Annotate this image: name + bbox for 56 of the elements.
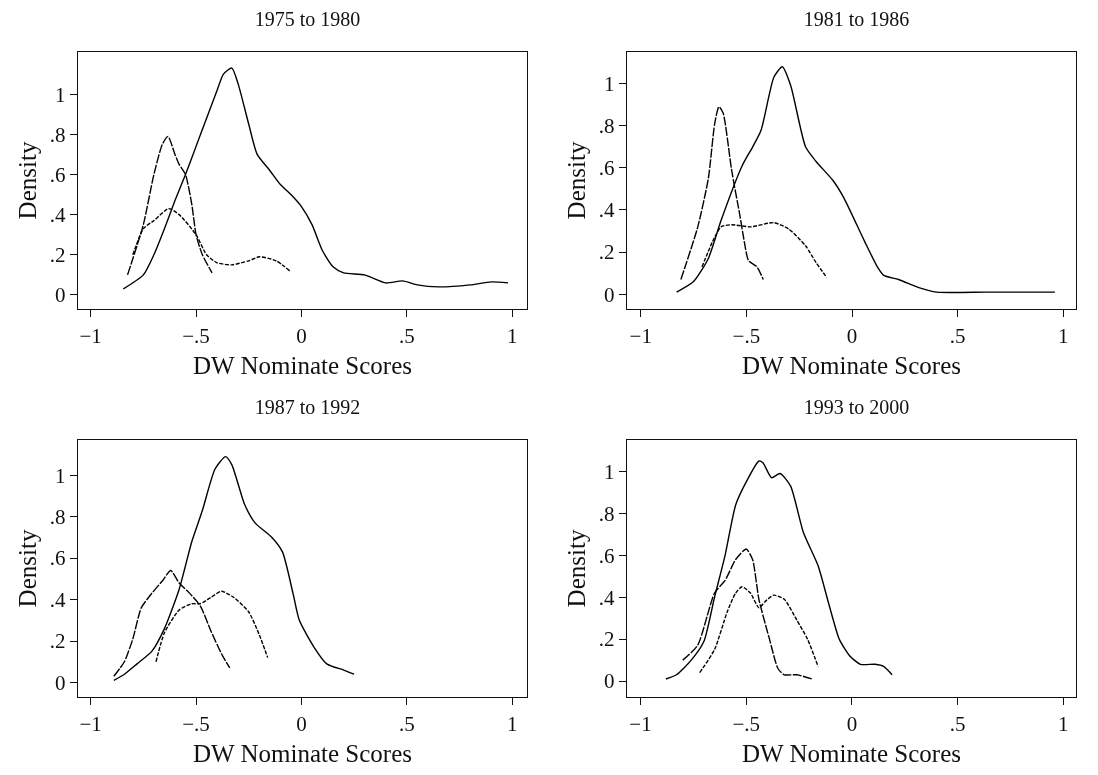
y-tick-label: .4 <box>598 198 615 223</box>
chart-title: 1993 to 2000 <box>803 395 910 418</box>
y-tick-label: .2 <box>598 627 615 652</box>
x-tick-label: 1 <box>1058 323 1069 348</box>
x-axis-title: DW Nominate Scores <box>742 352 961 380</box>
x-tick-label: −1 <box>79 711 102 736</box>
y-axis-title: Density <box>562 141 590 220</box>
x-tick-label: .5 <box>949 323 966 348</box>
y-tick-label: .2 <box>49 629 66 654</box>
y-tick-label: .8 <box>598 114 615 139</box>
x-tick-label: 0 <box>846 323 858 348</box>
y-tick-label: .6 <box>49 162 66 187</box>
x-tick-label: −1 <box>629 711 652 736</box>
y-tick-label: .6 <box>598 543 615 568</box>
chart-title: 1975 to 1980 <box>254 7 361 30</box>
x-tick-label: 0 <box>296 711 307 736</box>
x-tick-label: −.5 <box>182 711 210 736</box>
y-tick-label: 1 <box>54 82 66 107</box>
y-axis-title: Density <box>13 529 41 608</box>
x-axis-title: DW Nominate Scores <box>193 740 412 768</box>
x-axis-title: DW Nominate Scores <box>742 740 961 768</box>
y-tick-label: 0 <box>54 670 66 695</box>
y-axis-title: Density <box>13 141 41 220</box>
x-tick-label: −.5 <box>732 711 761 736</box>
y-tick-label: .4 <box>49 202 66 227</box>
x-tick-label: −1 <box>629 323 652 348</box>
y-tick-label: .8 <box>598 501 615 526</box>
x-tick-label: 1 <box>1058 711 1069 736</box>
y-tick-label: .2 <box>598 240 615 265</box>
x-tick-label: 1 <box>506 711 518 736</box>
y-axis-title: Density <box>562 529 590 608</box>
y-tick-label: .8 <box>49 122 66 147</box>
y-tick-label: .4 <box>49 587 66 612</box>
x-tick-label: 0 <box>846 711 858 736</box>
chart-title: 1987 to 1992 <box>254 395 361 418</box>
x-tick-label: .5 <box>949 711 966 736</box>
y-tick-label: .6 <box>49 546 66 571</box>
x-tick-label: .5 <box>398 711 415 736</box>
y-tick-label: 0 <box>603 282 615 307</box>
x-tick-label: −.5 <box>182 323 210 348</box>
x-tick-label: −1 <box>79 323 102 348</box>
y-tick-label: 0 <box>54 283 66 308</box>
y-tick-label: .2 <box>49 243 66 268</box>
y-tick-label: .6 <box>598 156 615 181</box>
y-tick-label: .4 <box>598 585 615 610</box>
chart-title: 1981 to 1986 <box>803 7 910 30</box>
x-tick-label: 0 <box>296 323 307 348</box>
y-tick-label: .8 <box>49 505 66 530</box>
y-tick-label: 1 <box>603 71 615 96</box>
x-tick-label: 1 <box>506 323 518 348</box>
y-tick-label: 1 <box>603 459 615 484</box>
y-tick-label: 1 <box>54 463 66 488</box>
x-tick-label: −.5 <box>732 323 761 348</box>
x-axis-title: DW Nominate Scores <box>193 352 412 380</box>
x-tick-label: .5 <box>398 323 415 348</box>
y-tick-label: 0 <box>603 669 615 694</box>
